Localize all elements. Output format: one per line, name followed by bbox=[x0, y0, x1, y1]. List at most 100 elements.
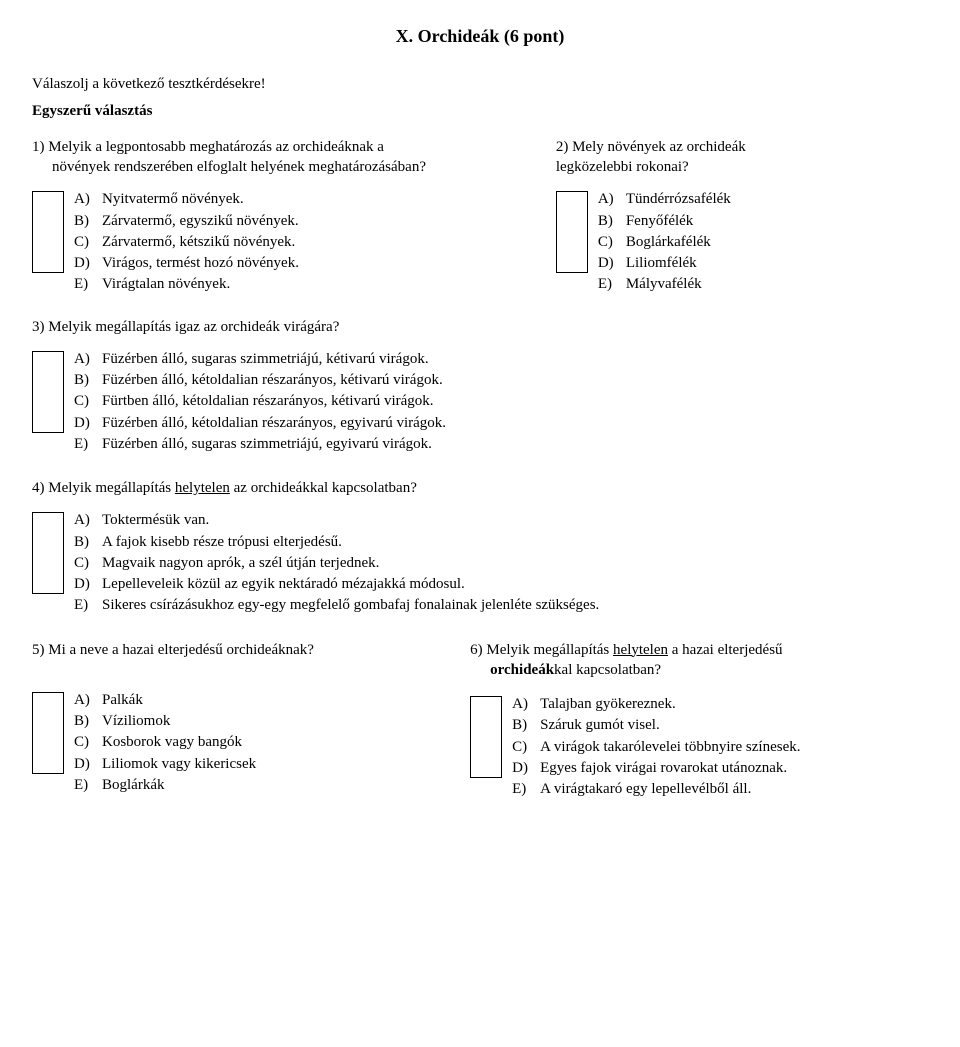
opt-letter: B) bbox=[74, 711, 96, 731]
opt-letter: E) bbox=[74, 595, 96, 615]
q2-line2: legközelebbi rokonai? bbox=[556, 157, 928, 177]
q6-underline: helytelen bbox=[613, 642, 668, 658]
q1-opt-c: C) Zárvatermő, kétszikű növények. bbox=[74, 232, 299, 252]
q1-opt-b: B) Zárvatermő, egyszikű növények. bbox=[74, 211, 299, 231]
opt-text: Magvaik nagyon aprók, a szél útján terje… bbox=[102, 553, 379, 573]
q1-opt-a: A) Nyitvatermő növények. bbox=[74, 189, 299, 209]
q2-line1: 2) Mely növények az orchideák bbox=[556, 137, 928, 157]
opt-letter: B) bbox=[74, 370, 96, 390]
opt-letter: A) bbox=[74, 349, 96, 369]
opt-letter: A) bbox=[598, 189, 620, 209]
page-title: X. Orchideák (6 pont) bbox=[32, 24, 928, 48]
opt-text: Toktermésük van. bbox=[102, 510, 209, 530]
q4-options: A)Toktermésük van. B)A fajok kisebb rész… bbox=[74, 510, 599, 615]
q5-q6-row: 5) Mi a neve a hazai elterjedésű orchide… bbox=[32, 640, 928, 800]
q1-options: A) Nyitvatermő növények. B) Zárvatermő, eg… bbox=[74, 189, 299, 294]
opt-text: Tündérrózsafélék bbox=[626, 189, 731, 209]
opt-letter: D) bbox=[74, 413, 96, 433]
q2-text: 2) Mely növények az orchideák legközeleb… bbox=[556, 137, 928, 178]
opt-letter: B) bbox=[74, 211, 96, 231]
q5-opt-d: D)Liliomok vagy kikericsek bbox=[74, 754, 256, 774]
q4-answer-box[interactable] bbox=[32, 512, 64, 594]
opt-letter: A) bbox=[74, 510, 96, 530]
q4-underline: helytelen bbox=[175, 480, 230, 496]
opt-text: Nyitvatermő növények. bbox=[102, 189, 244, 209]
opt-letter: B) bbox=[512, 715, 534, 735]
q2-answer-box[interactable] bbox=[556, 191, 588, 273]
q1-answer-box[interactable] bbox=[32, 191, 64, 273]
q1-line1: 1) Melyik a legpontosabb meghatározás az… bbox=[32, 137, 516, 157]
q6-opt-b: B) Száruk gumót visel. bbox=[512, 715, 800, 735]
q5-answer-box[interactable] bbox=[32, 692, 64, 774]
q4-opt-c: C) Magvaik nagyon aprók, a szél útján ter… bbox=[74, 553, 599, 573]
opt-text: Füzérben álló, kétoldalian részarányos, … bbox=[102, 413, 446, 433]
q6-opt-a: A) Talajban gyökereznek. bbox=[512, 694, 800, 714]
q6-opt-d: D)Egyes fajok virágai rovarokat utánozna… bbox=[512, 758, 800, 778]
opt-text: Boglárkák bbox=[102, 775, 164, 795]
opt-letter: C) bbox=[74, 391, 96, 411]
intro-text: Válaszolj a következő tesztkérdésekre! bbox=[32, 74, 928, 94]
opt-text: Boglárkafélék bbox=[626, 232, 711, 252]
opt-text: Talajban gyökereznek. bbox=[540, 694, 676, 714]
q3-options: A) Füzérben álló, sugaras szimmetriájú, k… bbox=[74, 349, 446, 454]
opt-letter: E) bbox=[74, 274, 96, 294]
q6-opt-c: C) A virágok takarólevelei többnyire szín… bbox=[512, 737, 800, 757]
q2-opt-d: D) Liliomfélék bbox=[598, 253, 731, 273]
q1-text: 1) Melyik a legpontosabb meghatározás az… bbox=[32, 137, 516, 178]
q1-opt-d: D) Virágos, termést hozó növények. bbox=[74, 253, 299, 273]
opt-letter: C) bbox=[74, 732, 96, 752]
q3-answer-box[interactable] bbox=[32, 351, 64, 433]
opt-text: Füzérben álló, sugaras szimmetriájú, egy… bbox=[102, 434, 432, 454]
opt-text: Zárvatermő, egyszikű növények. bbox=[102, 211, 299, 231]
opt-letter: D) bbox=[598, 253, 620, 273]
q5-options: A)Palkák B) Víziliomok C) Kosborok vagy ba… bbox=[74, 690, 256, 795]
opt-text: Víziliomok bbox=[102, 711, 170, 731]
opt-letter: E) bbox=[598, 274, 620, 294]
q4-pre: 4) Melyik megállapítás bbox=[32, 480, 175, 496]
q6-block: 6) Melyik megállapítás helytelen a hazai… bbox=[470, 640, 928, 800]
q6-opt-e: E)A virágtakaró egy lepellevélből áll. bbox=[512, 779, 800, 799]
q6-answer-box[interactable] bbox=[470, 696, 502, 778]
opt-letter: A) bbox=[512, 694, 534, 714]
opt-text: Liliomfélék bbox=[626, 253, 697, 273]
opt-letter: C) bbox=[512, 737, 534, 757]
opt-text: Zárvatermő, kétszikű növények. bbox=[102, 232, 295, 252]
opt-letter: B) bbox=[74, 532, 96, 552]
q5-opt-e: E) Boglárkák bbox=[74, 775, 256, 795]
opt-text: Fürtben álló, kétoldalian részarányos, k… bbox=[102, 391, 434, 411]
q5-opt-b: B) Víziliomok bbox=[74, 711, 256, 731]
q4-opt-a: A) Toktermésük van. bbox=[74, 510, 599, 530]
q3-opt-d: D) Füzérben álló, kétoldalian részarányos… bbox=[74, 413, 446, 433]
opt-letter: A) bbox=[74, 690, 96, 710]
q6-options: A) Talajban gyökereznek. B) Száruk gumót v… bbox=[512, 694, 800, 799]
opt-letter: C) bbox=[74, 553, 96, 573]
opt-letter: E) bbox=[74, 775, 96, 795]
q5-text: 5) Mi a neve a hazai elterjedésű orchide… bbox=[32, 640, 430, 660]
section-label: Egyszerű választás bbox=[32, 101, 928, 121]
q2-opt-c: C)Boglárkafélék bbox=[598, 232, 731, 252]
opt-text: Virágos, termést hozó növények. bbox=[102, 253, 299, 273]
q6-text: 6) Melyik megállapítás helytelen a hazai… bbox=[470, 640, 928, 681]
opt-text: Füzérben álló, sugaras szimmetriájú, két… bbox=[102, 349, 429, 369]
opt-text: A virágok takarólevelei többnyire színes… bbox=[540, 737, 800, 757]
opt-letter: B) bbox=[598, 211, 620, 231]
opt-letter: D) bbox=[512, 758, 534, 778]
opt-letter: C) bbox=[74, 232, 96, 252]
opt-text: Fenyőfélék bbox=[626, 211, 693, 231]
opt-text: Kosborok vagy bangók bbox=[102, 732, 242, 752]
q4-opt-d: D)Lepelleveleik közül az egyik nektáradó… bbox=[74, 574, 599, 594]
opt-letter: D) bbox=[74, 253, 96, 273]
q1-q2-row: 1) Melyik a legpontosabb meghatározás az… bbox=[32, 137, 928, 295]
q3-text: 3) Melyik megállapítás igaz az orchideák… bbox=[32, 317, 928, 337]
opt-text: Száruk gumót visel. bbox=[540, 715, 660, 735]
q3-opt-e: E)Füzérben álló, sugaras szimmetriájú, e… bbox=[74, 434, 446, 454]
q2-opt-e: E)Mályvafélék bbox=[598, 274, 731, 294]
q2-opt-b: B) Fenyőfélék bbox=[598, 211, 731, 231]
q4-block: 4) Melyik megállapítás helytelen az orch… bbox=[32, 478, 928, 616]
q5-opt-a: A)Palkák bbox=[74, 690, 256, 710]
q1-opt-e: E)Virágtalan növények. bbox=[74, 274, 299, 294]
opt-letter: D) bbox=[74, 574, 96, 594]
opt-letter: D) bbox=[74, 754, 96, 774]
opt-letter: E) bbox=[512, 779, 534, 799]
opt-letter: A) bbox=[74, 189, 96, 209]
